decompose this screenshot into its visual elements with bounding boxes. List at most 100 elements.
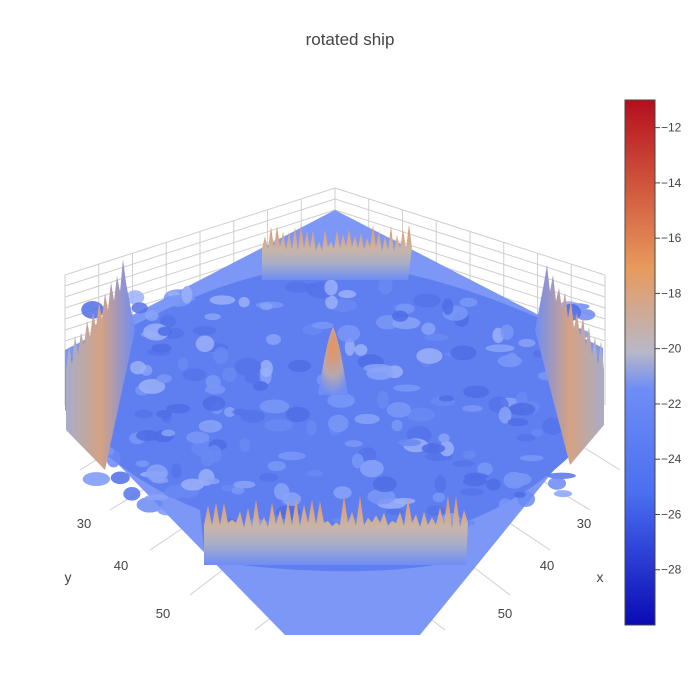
surface-bump — [324, 279, 338, 296]
surface-bump — [205, 375, 221, 389]
surface-bump — [145, 494, 169, 501]
colorbar-tick-label: −26 — [661, 507, 682, 521]
surface-bump — [333, 486, 352, 499]
surface-bump — [134, 409, 153, 419]
x-axis-title: x — [597, 569, 604, 585]
surface-bump — [266, 333, 281, 345]
surface-bump — [376, 390, 389, 409]
surface-bump — [207, 478, 220, 485]
surface-bump — [507, 417, 529, 427]
surface-bump — [450, 345, 477, 361]
surface-bump — [264, 419, 293, 432]
surface-bump — [462, 404, 483, 412]
surface-bump — [285, 406, 310, 423]
surface-bump — [238, 296, 250, 308]
surface-bump — [307, 470, 324, 477]
surface-bump — [327, 393, 355, 408]
surface-bump — [359, 459, 384, 478]
surface-bump — [239, 438, 251, 452]
surface-bump — [542, 417, 564, 435]
surface-bump — [503, 471, 525, 489]
surface-bump — [416, 348, 443, 364]
surface-bump — [463, 385, 490, 399]
surface-bump — [259, 472, 279, 482]
surface-bump — [393, 384, 421, 392]
surface-bump — [259, 302, 273, 311]
surface-bump — [273, 482, 290, 500]
colorbar-tick-label: −24 — [661, 452, 682, 466]
surface-bump — [531, 428, 543, 437]
colorbar-tick-label: −18 — [661, 286, 682, 300]
surface-bump — [397, 438, 421, 447]
surface-bump — [181, 285, 193, 304]
surface-bump — [198, 420, 223, 433]
surface-bump — [518, 338, 536, 348]
surface-bump — [138, 379, 166, 394]
colorbar: −12 −14 −16 −18 −20 −22 −24 −26 −28 — [624, 99, 682, 626]
left-edge-wall — [66, 259, 135, 470]
front-edge-wall — [204, 495, 468, 565]
surface-bump — [351, 453, 364, 469]
surface-bump — [421, 322, 436, 335]
surface-bump — [421, 443, 446, 454]
surface-bump — [500, 324, 514, 340]
surface-bump — [391, 419, 403, 432]
surface-bump — [82, 472, 111, 487]
surface-bump — [434, 475, 447, 493]
surface-bump — [209, 295, 236, 305]
surface-bump — [392, 310, 409, 322]
y-tick-label: 40 — [114, 558, 128, 573]
surface-bump — [213, 347, 229, 364]
surface-bump — [432, 492, 446, 503]
surface-bump — [202, 395, 226, 412]
surface-bump — [519, 455, 544, 462]
y-tick-label: 30 — [77, 516, 91, 531]
surface-bump — [192, 325, 217, 336]
surface-bump — [123, 487, 141, 501]
surface-bump — [372, 476, 397, 493]
surface-bump — [232, 408, 249, 416]
surface-bump — [553, 490, 573, 498]
surface-bump — [354, 413, 380, 425]
surface-bump — [305, 283, 317, 295]
surface-bump — [234, 357, 262, 376]
y-tick-label: 50 — [156, 606, 170, 621]
surface-bump — [135, 460, 150, 468]
surface-bump — [463, 450, 476, 460]
surface-bump — [393, 497, 416, 505]
surface-bump — [130, 360, 146, 375]
surface-bump — [267, 460, 286, 472]
colorbar-tick-label: −12 — [661, 121, 682, 135]
surface-bump — [204, 313, 221, 321]
surface-bump — [224, 406, 236, 418]
surface-bump — [157, 504, 176, 516]
surface-bump — [386, 402, 411, 418]
colorbar-ticks: −12 −14 −16 −18 −20 −22 −24 −26 −28 — [655, 121, 682, 577]
surface-bump — [156, 374, 172, 384]
surface-bump — [344, 440, 363, 448]
surface-bump — [207, 445, 222, 463]
surface-bump — [288, 359, 312, 372]
back-edge-wall — [262, 224, 412, 280]
right-edge-wall — [535, 264, 604, 465]
surface-bump — [186, 431, 210, 444]
chart-title: rotated ship — [306, 30, 395, 49]
surface-bump — [259, 399, 290, 414]
surface-bump — [426, 505, 445, 516]
colorbar-gradient — [624, 99, 656, 626]
surface-bump — [424, 333, 449, 341]
surface-bump — [231, 486, 245, 495]
surface-bump — [222, 367, 237, 383]
surface-bump — [438, 395, 455, 402]
surface-bump — [157, 326, 172, 336]
x-tick-label: 40 — [540, 558, 554, 573]
surface-bump — [438, 433, 450, 443]
surface-bump — [166, 404, 191, 414]
surface-bump — [367, 488, 396, 505]
colorbar-tick-label: −14 — [661, 176, 682, 190]
surface-bump — [195, 335, 215, 353]
surface-bump — [498, 498, 512, 511]
x-axis: 30 40 50 x — [498, 516, 604, 621]
surface-bump — [171, 463, 182, 479]
